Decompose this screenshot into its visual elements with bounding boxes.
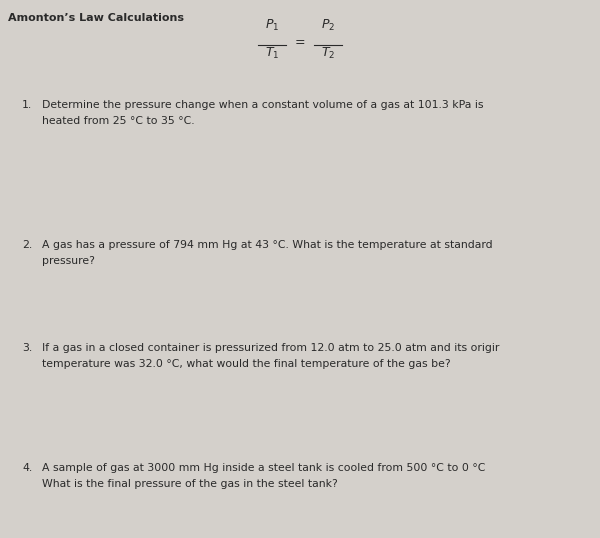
Text: $P_1$: $P_1$ [265,18,279,33]
Text: $P_2$: $P_2$ [321,18,335,33]
Text: What is the final pressure of the gas in the steel tank?: What is the final pressure of the gas in… [42,479,338,489]
Text: Determine the pressure change when a constant volume of a gas at 101.3 kPa is: Determine the pressure change when a con… [42,100,484,110]
Text: temperature was 32.0 °C, what would the final temperature of the gas be?: temperature was 32.0 °C, what would the … [42,359,451,369]
Text: pressure?: pressure? [42,256,95,266]
Text: 1.: 1. [22,100,32,110]
Text: =: = [295,37,305,49]
Text: $T_1$: $T_1$ [265,46,279,61]
Text: If a gas in a closed container is pressurized from 12.0 atm to 25.0 atm and its : If a gas in a closed container is pressu… [42,343,499,353]
Text: 3.: 3. [22,343,32,353]
Text: 4.: 4. [22,463,32,473]
Text: 2.: 2. [22,240,32,250]
Text: Amonton’s Law Calculations: Amonton’s Law Calculations [8,13,184,23]
Text: heated from 25 °C to 35 °C.: heated from 25 °C to 35 °C. [42,116,194,126]
Text: A sample of gas at 3000 mm Hg inside a steel tank is cooled from 500 °C to 0 °C: A sample of gas at 3000 mm Hg inside a s… [42,463,485,473]
Text: A gas has a pressure of 794 mm Hg at 43 °C. What is the temperature at standard: A gas has a pressure of 794 mm Hg at 43 … [42,240,493,250]
Text: $T_2$: $T_2$ [321,46,335,61]
